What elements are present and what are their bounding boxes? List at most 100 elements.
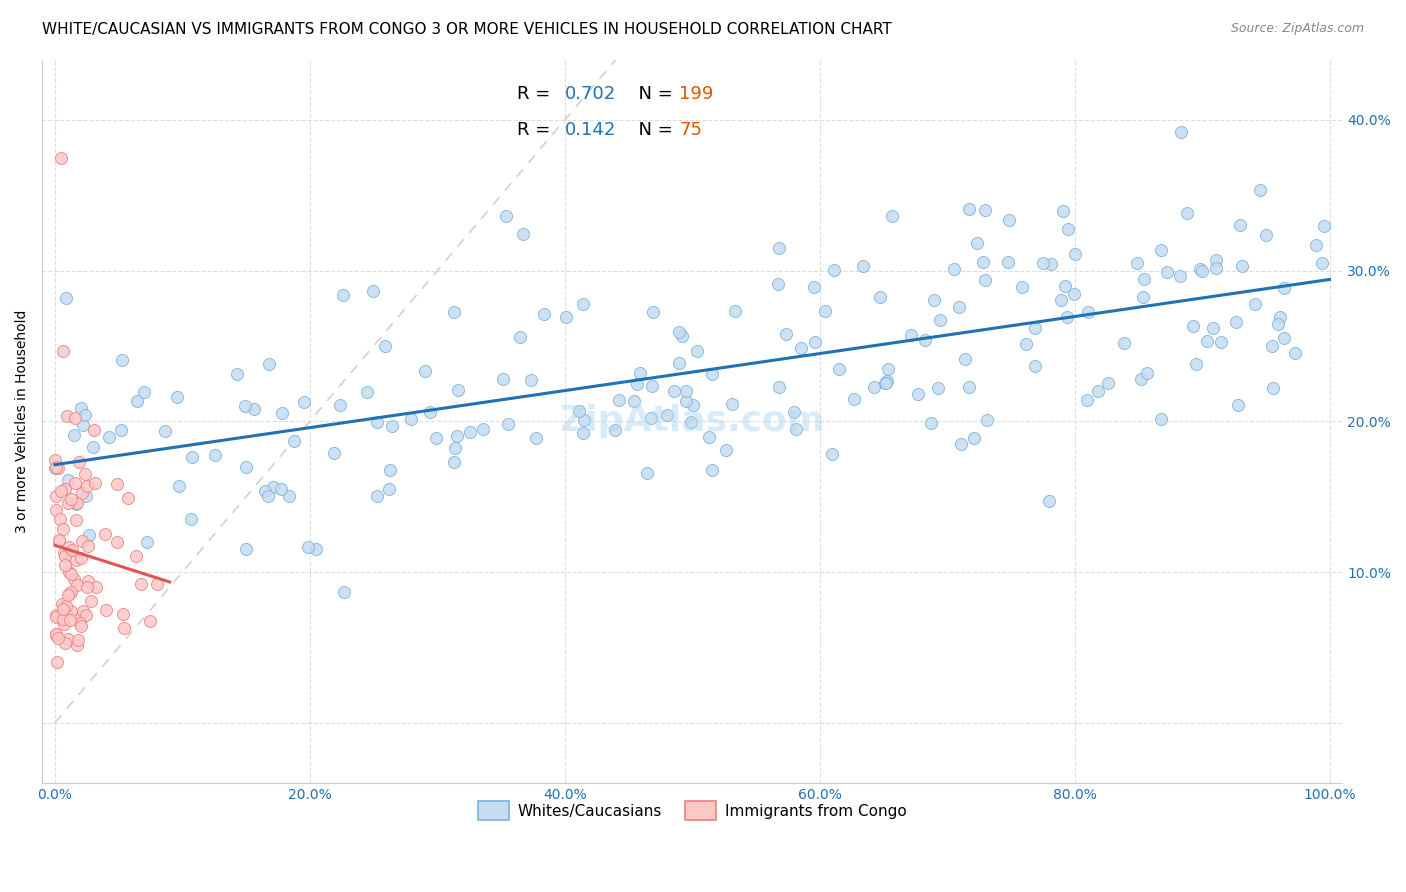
Point <box>828 361 851 376</box>
Point <box>782 405 804 419</box>
Point <box>943 262 966 277</box>
Point <box>1097 376 1119 390</box>
Point <box>714 443 737 458</box>
Point <box>496 417 519 431</box>
Point <box>768 241 790 255</box>
Point <box>823 263 845 277</box>
Point <box>1270 310 1292 324</box>
Point <box>111 607 134 621</box>
Point <box>132 384 155 399</box>
Point <box>914 333 936 347</box>
Point <box>768 277 790 291</box>
Point <box>53 546 76 560</box>
Point <box>243 402 266 417</box>
Point <box>53 616 76 631</box>
Point <box>46 656 69 670</box>
Point <box>1064 246 1087 260</box>
Point <box>957 202 980 216</box>
Point <box>1267 317 1289 331</box>
Point <box>1310 256 1333 270</box>
Point <box>640 379 662 393</box>
Point <box>257 489 280 503</box>
Point <box>67 455 90 469</box>
Point <box>45 607 67 622</box>
Point <box>554 310 576 324</box>
Point <box>45 459 67 474</box>
Point <box>1226 398 1249 412</box>
Point <box>135 535 157 549</box>
Point <box>1150 412 1173 426</box>
Point <box>70 486 93 500</box>
Point <box>45 489 67 503</box>
Point <box>51 522 73 536</box>
Point <box>1168 268 1191 283</box>
Point <box>955 352 977 367</box>
Point <box>568 404 591 418</box>
Point <box>55 606 77 620</box>
Point <box>668 356 690 370</box>
Point <box>976 412 998 426</box>
Point <box>1191 264 1213 278</box>
Point <box>1254 228 1277 243</box>
Point <box>697 430 720 444</box>
Point <box>472 422 495 436</box>
Point <box>1133 272 1156 286</box>
Point <box>51 612 73 626</box>
Point <box>671 329 693 343</box>
Point <box>950 437 973 451</box>
Point <box>675 384 697 398</box>
Point <box>125 549 148 564</box>
Point <box>1024 321 1046 335</box>
Point <box>821 447 844 461</box>
Point <box>363 285 385 299</box>
Point <box>76 539 98 553</box>
Point <box>77 528 100 542</box>
Point <box>110 423 132 437</box>
Point <box>852 259 875 273</box>
Point <box>664 384 686 399</box>
Point <box>1229 218 1251 232</box>
Point <box>1305 237 1327 252</box>
Point <box>492 371 515 385</box>
Point <box>167 479 190 493</box>
Point <box>443 455 465 469</box>
Point <box>668 325 690 339</box>
Point <box>79 593 101 607</box>
Point <box>1024 359 1046 374</box>
Point <box>640 411 662 425</box>
Point <box>1125 255 1147 269</box>
Point <box>56 632 79 647</box>
Point <box>1056 221 1078 235</box>
Point <box>880 209 903 223</box>
Point <box>679 415 702 429</box>
Point <box>520 373 543 387</box>
Point <box>378 463 401 477</box>
Point <box>1054 279 1077 293</box>
Point <box>72 418 94 433</box>
Point <box>56 409 79 423</box>
Point <box>56 473 79 487</box>
Point <box>82 440 104 454</box>
Point <box>1182 319 1205 334</box>
Point <box>125 394 148 409</box>
Point <box>974 202 997 217</box>
Text: Source: ZipAtlas.com: Source: ZipAtlas.com <box>1230 22 1364 36</box>
Point <box>1263 381 1285 395</box>
Point <box>1274 331 1296 345</box>
Point <box>1150 243 1173 257</box>
Point <box>283 434 305 448</box>
Point <box>332 584 354 599</box>
Point <box>65 553 87 567</box>
Point <box>571 297 593 311</box>
Point <box>44 452 66 467</box>
Point <box>48 534 70 549</box>
Point <box>1052 204 1074 219</box>
Point <box>65 497 87 511</box>
Point <box>204 448 226 462</box>
Point <box>1015 337 1038 351</box>
Point <box>153 424 176 438</box>
Point <box>1156 264 1178 278</box>
Point <box>366 415 388 429</box>
Point <box>235 541 257 556</box>
Point <box>75 607 97 622</box>
